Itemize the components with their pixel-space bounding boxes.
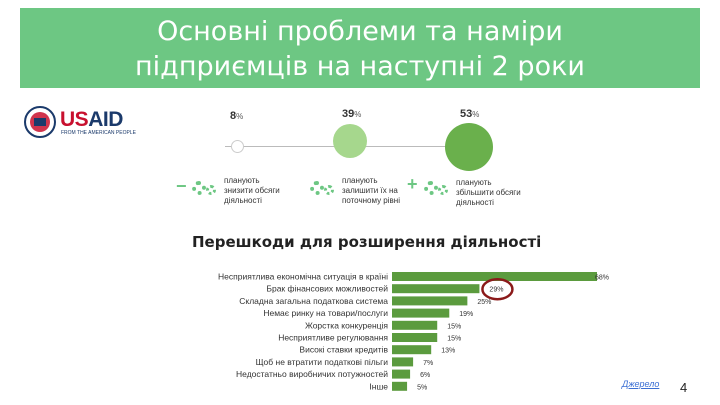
plan-increase-text: планують збільшити обсяги діяльності xyxy=(456,178,521,207)
bar xyxy=(392,333,438,342)
bar xyxy=(392,369,411,379)
value-label: 5% xyxy=(417,384,427,391)
value-label: 6% xyxy=(420,372,430,379)
bar xyxy=(392,320,438,330)
usaid-tagline: FROM THE AMERICAN PEOPLE xyxy=(61,130,136,136)
plan-increase-circle xyxy=(445,123,493,171)
plan-keep-percent: 39% xyxy=(342,108,362,120)
title-line-1: Основні проблеми та наміри xyxy=(157,16,563,47)
category-label: Несприятлива економічна ситуація в країн… xyxy=(218,272,388,282)
plan-keep-text: планують залишити їх на поточному рівні xyxy=(342,176,400,205)
title-banner: Основні проблеми та наміри підприємців н… xyxy=(20,8,700,88)
bar xyxy=(392,272,597,281)
title-line-2: підприємців на наступні 2 роки xyxy=(135,51,585,82)
bar xyxy=(392,381,408,391)
plan-decrease-percent: 8% xyxy=(230,110,244,122)
gear-small-icon xyxy=(206,185,216,195)
plan-decrease-text: планують знизити обсяги діяльності xyxy=(224,176,280,205)
gear-small-icon xyxy=(438,185,448,195)
category-label: Немає ринку на товари/послуги xyxy=(263,308,388,318)
usaid-wordmark: USAID xyxy=(60,108,123,131)
gear-icon xyxy=(192,181,206,195)
category-label: Складна загальна податкова система xyxy=(239,296,388,306)
usaid-seal-icon xyxy=(24,106,56,138)
bar xyxy=(392,357,414,367)
category-label: Щоб не втратити податкові пільги xyxy=(256,357,389,367)
value-label: 29% xyxy=(489,287,503,294)
plus-icon: + xyxy=(407,174,418,194)
bar xyxy=(392,296,468,306)
usaid-logo: USAID FROM THE AMERICAN PEOPLE xyxy=(24,106,136,140)
value-label: 25% xyxy=(477,299,491,306)
category-label: Високі ставки кредитів xyxy=(299,345,388,355)
value-label: 7% xyxy=(423,360,433,367)
bar xyxy=(392,284,480,294)
highlight-circle xyxy=(481,277,514,301)
plan-keep-circle xyxy=(333,124,367,158)
chart-title: Перешкоди для розширення діяльності xyxy=(192,233,542,251)
category-label: Брак фінансових можливостей xyxy=(266,284,388,294)
plan-increase-percent: 53% xyxy=(460,108,480,120)
plan-decrease-circle xyxy=(231,140,244,153)
category-label: Жорстка конкуренція xyxy=(305,320,388,330)
gear-icon xyxy=(424,181,438,195)
source-link[interactable]: Джерело xyxy=(622,379,660,389)
value-label: 19% xyxy=(459,311,473,318)
category-label: Недостатньо виробничих потужностей xyxy=(236,369,388,379)
page-number: 4 xyxy=(680,380,688,395)
value-label: 13% xyxy=(441,348,455,355)
bar xyxy=(392,308,450,318)
value-label: 68% xyxy=(595,275,609,282)
value-label: 15% xyxy=(447,323,461,330)
value-label: 15% xyxy=(447,336,461,343)
category-label: Несприятливе регулювання xyxy=(278,333,388,343)
gear-small-icon xyxy=(324,185,334,195)
minus-icon: − xyxy=(176,176,187,196)
gear-icon xyxy=(310,181,324,195)
category-label: Інше xyxy=(369,381,388,391)
bar xyxy=(392,345,432,355)
